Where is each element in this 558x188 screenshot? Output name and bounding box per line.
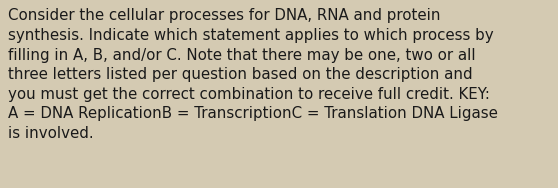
Text: Consider the cellular processes for DNA, RNA and protein
synthesis. Indicate whi: Consider the cellular processes for DNA,… xyxy=(8,8,498,141)
